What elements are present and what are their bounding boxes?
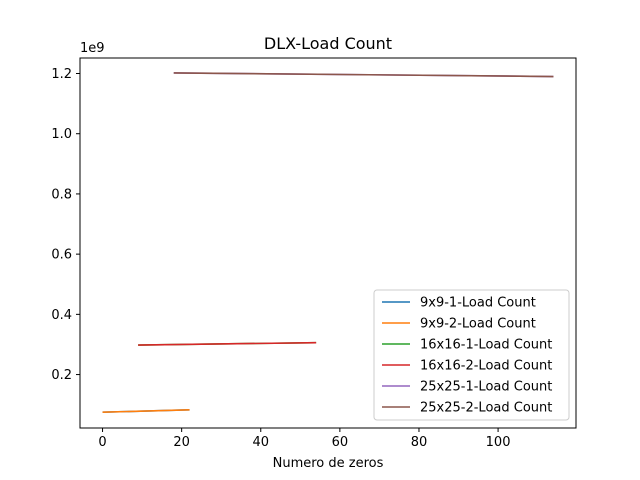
x-tick-label: 100 [486, 435, 511, 450]
legend-label-4: 16x16-2-Load Count [420, 359, 552, 374]
chart-title: DLX-Load Count [264, 34, 392, 53]
y-tick-label: 1.0 [51, 127, 72, 142]
legend-label-3: 16x16-1-Load Count [420, 338, 552, 353]
plot-area-frame [79, 57, 577, 429]
legend-label-2: 9x9-2-Load Count [420, 317, 536, 332]
series-line-4 [138, 341, 317, 346]
y-tick-label: 0.2 [51, 368, 72, 383]
x-axis: 0 20 40 60 80 100 [98, 428, 510, 450]
x-tick-label: 60 [332, 435, 349, 450]
legend-label-1: 9x9-1-Load Count [420, 296, 536, 311]
y-tick-label: 0.8 [51, 187, 72, 202]
y-offset-label: 1e9 [80, 41, 105, 56]
legend: 9x9-1-Load Count 9x9-2-Load Count 16x16-1-… [373, 289, 570, 421]
x-tick-label: 40 [252, 435, 269, 450]
series-line-2 [102, 408, 190, 413]
series-layer [102, 72, 554, 413]
legend-box [373, 289, 570, 421]
series-line-6 [173, 72, 554, 78]
x-axis-label: Numero de zeros [273, 456, 384, 471]
y-axis: 0.2 0.4 0.6 0.8 1.0 1.2 [51, 67, 80, 383]
legend-label-6: 25x25-2-Load Count [420, 401, 552, 416]
y-tick-label: 1.2 [51, 67, 72, 82]
x-tick-label: 80 [411, 435, 428, 450]
legend-label-5: 25x25-1-Load Count [420, 380, 552, 395]
y-tick-label: 0.6 [51, 248, 72, 263]
x-tick-label: 20 [173, 435, 190, 450]
y-tick-label: 0.4 [51, 308, 72, 323]
x-tick-label: 0 [98, 435, 106, 450]
